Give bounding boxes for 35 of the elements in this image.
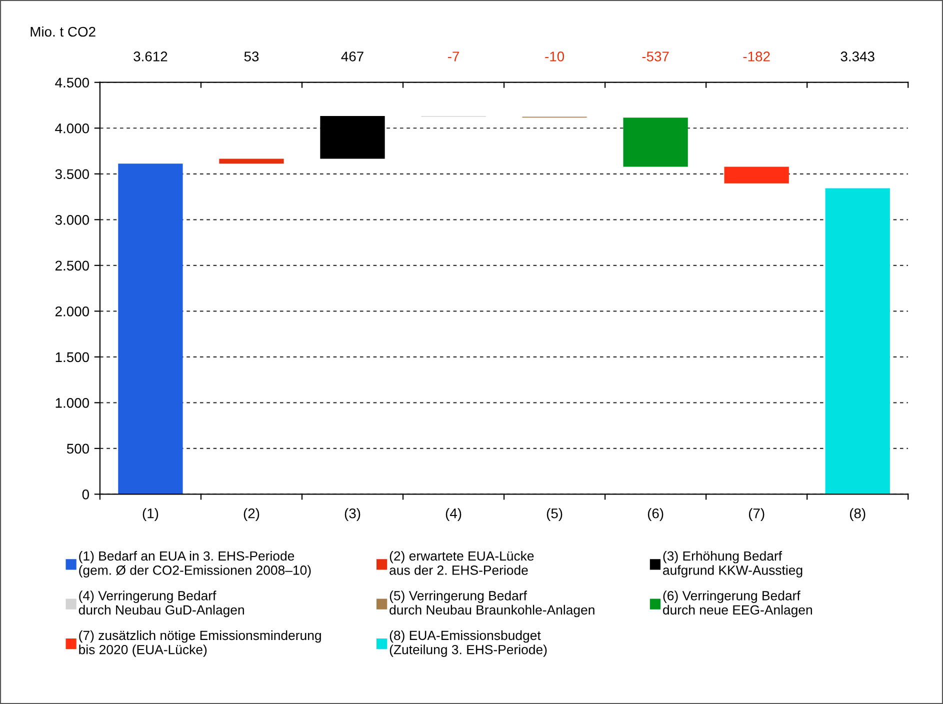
legend-label: (5) Verringerung Bedarf durch Neubau Braunkohle-Anlagen — [390, 590, 594, 618]
legend-label: (6) Verringerung Bedarf durch neue EEG-Anlagen — [663, 590, 812, 618]
text: -10 — [545, 52, 564, 62]
y-tick-label: 3.000 — [55, 214, 89, 225]
x-tick-label: (5) — [546, 508, 562, 522]
legend-label: (4) Verringerung Bedarf durch Neubau GuD-Anlagen — [78, 590, 244, 618]
x-tick-label: (1) — [142, 508, 158, 522]
text: -7 — [448, 52, 459, 62]
text: 3.343 — [840, 52, 874, 62]
x-tick-label: (4) — [446, 508, 462, 522]
x-tick-label: (7) — [748, 508, 764, 522]
legend-label: (8) EUA-Emissionsbudget (Zuteilung 3. EHS-Periode) — [390, 630, 547, 657]
legend-label: (3) Erhöhung Bedarf aufgrund KKW-Ausstieg — [663, 550, 802, 578]
text: -537 — [642, 52, 669, 62]
x-tick-label: (3) — [344, 508, 360, 522]
legend-label: (2) erwartete EUA-Lücke aus der 2. EHS-Periode — [390, 550, 534, 575]
text: -182 — [743, 52, 770, 62]
y-tick-label: 0 — [82, 490, 89, 500]
y-tick-label: 4.500 — [55, 78, 89, 88]
y-tick-label: 1.000 — [56, 398, 89, 408]
y-tick-label: 4.000 — [55, 123, 89, 134]
x-tick-label: (8) — [850, 508, 866, 522]
y-tick-label: 2.000 — [55, 306, 89, 316]
y-tick-label: 3.500 — [55, 169, 89, 180]
legend-label: (1) Bedarf an EUA in 3. EHS-Periode (gem. Ø der CO2-Emissionen 2008–10) — [79, 550, 311, 578]
x-tick-label: (2) — [244, 508, 260, 522]
text: 467 — [341, 52, 364, 62]
legend-label: (7) zusätzlich nötige Emissionsminderung bis 2020 (EUA-Lücke) — [79, 630, 321, 657]
y-tick-label: 1.500 — [56, 352, 89, 362]
y-tick-label: 2.500 — [55, 260, 89, 271]
text: 53 — [244, 52, 259, 62]
y-axis-title: Mio. t CO2 — [30, 26, 96, 37]
y-tick-label: 500 — [66, 444, 89, 454]
text: 3.612 — [134, 52, 168, 62]
x-tick-label: (6) — [648, 508, 664, 522]
